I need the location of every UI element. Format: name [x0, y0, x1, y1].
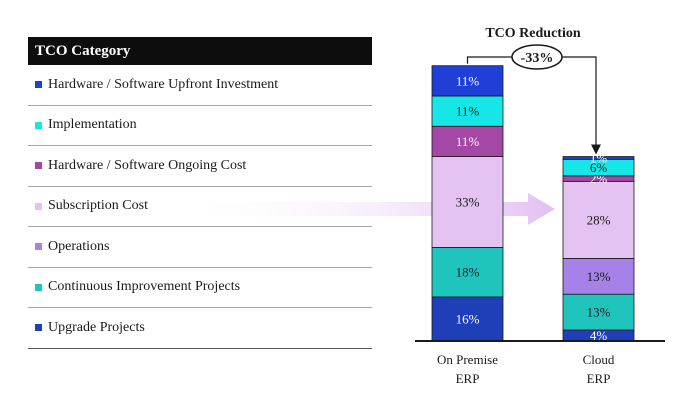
bar-segment	[562, 180, 635, 259]
bar-segment	[431, 246, 504, 298]
category-label: Cloud	[583, 352, 615, 367]
chart-title: TCO Reduction	[485, 26, 581, 41]
data-label: 33%	[456, 194, 480, 209]
data-label: 11%	[456, 134, 480, 149]
reduction-value: -33%	[521, 51, 554, 66]
legend-item: Operations	[28, 227, 372, 268]
data-label: 13%	[587, 305, 611, 320]
legend-item: Implementation	[28, 106, 372, 146]
legend-item: Upgrade Projects	[28, 308, 372, 349]
data-label: 1%	[590, 150, 608, 165]
data-label: 16%	[456, 311, 480, 326]
data-label: 18%	[456, 265, 480, 280]
legend-label: Hardware / Software Ongoing Cost	[48, 157, 247, 173]
flow-arrow-shape	[180, 193, 555, 225]
category-label: On Premise	[437, 352, 498, 367]
legend-label: Operations	[48, 238, 110, 254]
legend: TCO Category Hardware / Software Upfront…	[28, 37, 372, 349]
legend-label: Upgrade Projects	[48, 319, 145, 335]
bar-segment	[431, 95, 504, 127]
bars: 16%18%33%11%11%11%4%13%13%28%2%6%1%	[431, 65, 635, 343]
legend-label: Hardware / Software Upfront Investment	[48, 76, 279, 92]
bar-segment	[562, 258, 635, 295]
legend-item: Subscription Cost	[28, 187, 372, 227]
legend-header: TCO Category	[28, 37, 372, 65]
legend-rows: Hardware / Software Upfront Investment Im…	[28, 65, 372, 349]
legend-label: Implementation	[48, 117, 137, 133]
legend-swatch	[35, 162, 42, 170]
legend-item: Hardware / Software Ongoing Cost	[28, 146, 372, 187]
data-label: 28%	[587, 212, 611, 227]
bar-segment	[431, 125, 504, 157]
legend-label: Continuous Improvement Projects	[48, 279, 241, 295]
category-labels: On Premise ERP Cloud ERP	[437, 352, 615, 386]
legend-swatch	[35, 324, 42, 332]
legend-swatch	[35, 81, 42, 89]
legend-swatch	[35, 243, 42, 251]
category-label: ERP	[587, 371, 611, 386]
data-label: 4%	[590, 328, 608, 343]
legend-item: Continuous Improvement Projects	[28, 268, 372, 308]
category-label: ERP	[456, 371, 480, 386]
reduction-badge	[511, 44, 563, 70]
legend-swatch	[35, 283, 42, 291]
bar-segment	[562, 293, 635, 331]
legend-item: Hardware / Software Upfront Investment	[28, 65, 372, 106]
bar-segment	[431, 156, 504, 248]
data-label: 13%	[587, 269, 611, 284]
legend-swatch	[35, 202, 42, 210]
reduction-arrowhead	[591, 144, 601, 155]
flow-arrow	[180, 193, 555, 225]
bar-segment	[431, 65, 504, 97]
data-label: 11%	[456, 73, 480, 88]
data-label: 6%	[590, 160, 608, 175]
bar-segment	[562, 156, 635, 160]
legend-swatch	[35, 121, 42, 129]
legend-label: Subscription Cost	[48, 198, 148, 214]
reduction-annotation: TCO Reduction -33%	[466, 26, 601, 155]
bar-segment	[431, 296, 504, 342]
data-label: 11%	[456, 104, 480, 119]
